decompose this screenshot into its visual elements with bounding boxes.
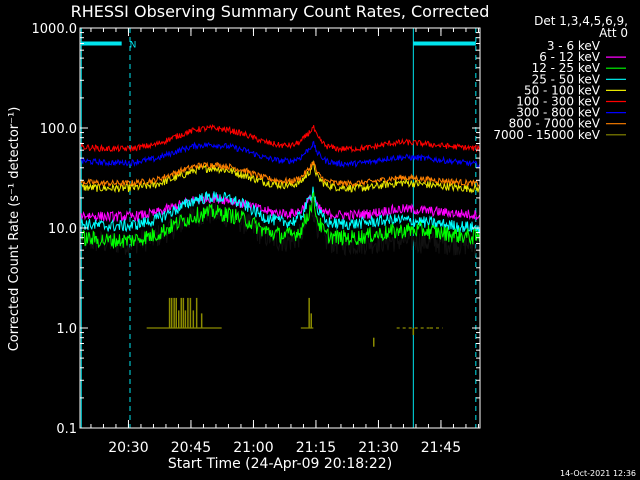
y-tick-label-0: 1000.0 xyxy=(32,22,78,37)
x-tick-label-2: 21:00 xyxy=(233,440,273,456)
y-tick-label-3: 1.0 xyxy=(56,322,77,337)
series-line-3 xyxy=(80,186,480,234)
legend-header-line-2: Att 0 xyxy=(599,26,628,40)
legend-label-3: 25 - 50 keV xyxy=(532,72,601,86)
legend-label-1: 6 - 12 keV xyxy=(539,50,601,64)
tick-layer: 1000.0 100.0 10.0 1.0 0.1 20:30 20:45 21:00 21:1… xyxy=(32,22,480,456)
x-tick-label-3: 21:15 xyxy=(296,440,336,456)
legend-label-7: 800 - 7000 keV xyxy=(509,117,601,131)
y-tick-label-1: 100.0 xyxy=(40,122,77,137)
x-axis-label: Start Time (24-Apr-09 20:18:22) xyxy=(168,456,392,472)
chart-title: RHESSI Observing Summary Count Rates, Co… xyxy=(71,2,490,21)
series-line-7 xyxy=(80,159,480,188)
legend-label-4: 50 - 100 keV xyxy=(524,83,601,97)
series-line-2 xyxy=(80,191,480,249)
legend-label-6: 300 - 800 keV xyxy=(516,106,600,120)
legend-label-2: 12 - 25 keV xyxy=(532,61,601,75)
y-tick-label-4: 0.1 xyxy=(56,422,77,437)
x-tick-label-5: 21:45 xyxy=(421,440,461,456)
y-axis-label: Corrected Count Rate (s⁻¹ detector⁻¹) xyxy=(7,107,22,352)
top-flag-label-0: N xyxy=(130,40,137,50)
series-line-5 xyxy=(80,123,480,154)
legend-label-8: 7000 - 15000 keV xyxy=(493,128,600,142)
y-tick-label-2: 10.0 xyxy=(48,222,77,237)
x-tick-label-1: 20:45 xyxy=(171,440,211,456)
series-line-1 xyxy=(80,193,480,223)
date-stamp: 14-Oct-2021 12:36 xyxy=(560,469,636,478)
x-tick-label-4: 21:30 xyxy=(358,440,398,456)
legend-label-5: 100 - 300 keV xyxy=(516,95,600,109)
series-layer xyxy=(80,123,480,347)
x-tick-label-0: 20:30 xyxy=(108,440,148,456)
legend-header-line-1: Det 1,3,4,5,6,9, xyxy=(534,14,628,28)
legend-label-0: 3 - 6 keV xyxy=(547,39,601,53)
series-line-6 xyxy=(80,140,480,169)
